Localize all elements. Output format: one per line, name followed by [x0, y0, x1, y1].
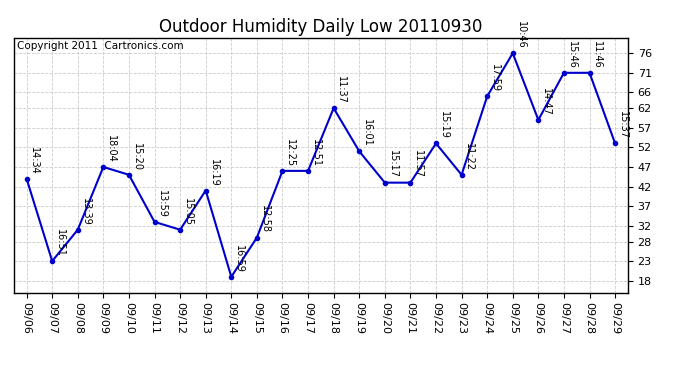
Text: 12:25: 12:25 [285, 139, 295, 167]
Text: 15:37: 15:37 [618, 111, 628, 139]
Text: 15:46: 15:46 [566, 41, 577, 69]
Text: 16:51: 16:51 [55, 229, 65, 257]
Text: 14:47: 14:47 [541, 88, 551, 116]
Text: 11:57: 11:57 [413, 150, 423, 178]
Text: 12:58: 12:58 [259, 206, 270, 233]
Text: 18:04: 18:04 [106, 135, 116, 163]
Text: 16:19: 16:19 [208, 159, 219, 186]
Text: 15:19: 15:19 [439, 111, 449, 139]
Text: 11:46: 11:46 [592, 41, 602, 69]
Title: Outdoor Humidity Daily Low 20110930: Outdoor Humidity Daily Low 20110930 [159, 18, 482, 36]
Text: 15:20: 15:20 [132, 142, 141, 171]
Text: 13:59: 13:59 [157, 190, 167, 218]
Text: 16:01: 16:01 [362, 119, 372, 147]
Text: 14:34: 14:34 [30, 147, 39, 175]
Text: 15:17: 15:17 [388, 150, 397, 178]
Text: Copyright 2011  Cartronics.com: Copyright 2011 Cartronics.com [17, 41, 184, 51]
Text: 11:37: 11:37 [337, 76, 346, 104]
Text: 15:05: 15:05 [183, 198, 193, 226]
Text: 17:59: 17:59 [490, 64, 500, 92]
Text: 11:22: 11:22 [464, 142, 474, 171]
Text: 10:46: 10:46 [515, 21, 526, 49]
Text: 12:51: 12:51 [310, 139, 321, 167]
Text: 13:39: 13:39 [81, 198, 90, 226]
Text: 16:59: 16:59 [234, 245, 244, 273]
